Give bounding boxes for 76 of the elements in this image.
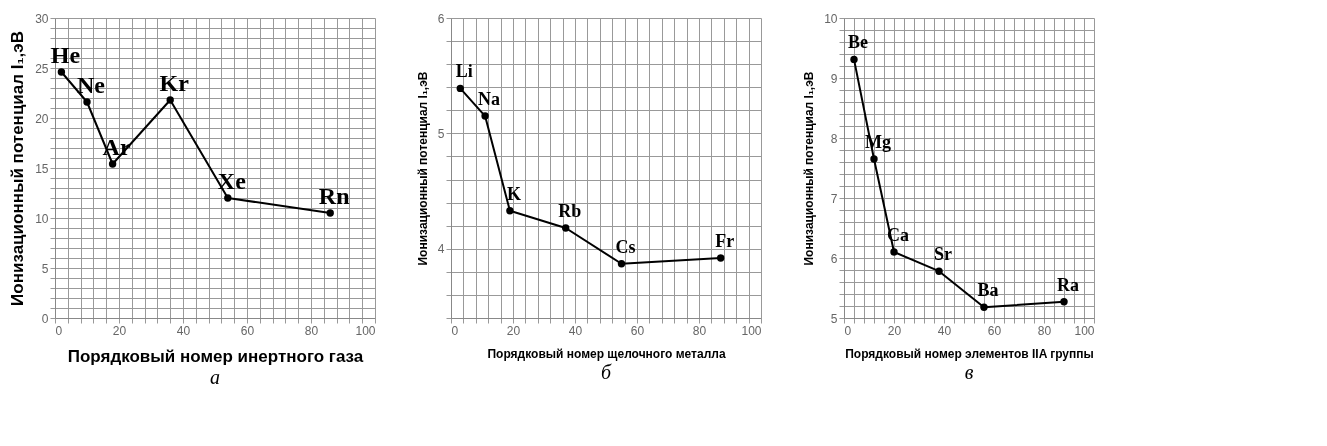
x-tick-label: 0 bbox=[55, 323, 63, 338]
point bbox=[456, 84, 465, 93]
x-tick-label: 60 bbox=[630, 323, 645, 338]
text: б bbox=[600, 361, 612, 383]
x-tick-label: 40 bbox=[568, 323, 583, 338]
point bbox=[850, 55, 858, 64]
point bbox=[980, 303, 988, 311]
y-tick-label: 8 bbox=[830, 131, 838, 146]
x-tick-label: 0 bbox=[451, 323, 459, 338]
annotation: Fr bbox=[715, 231, 735, 251]
x-axis-title: Порядковый номер элементов IIA группы bbox=[845, 346, 1094, 361]
annotation: Be bbox=[848, 32, 869, 53]
y-tick-label: 4 bbox=[437, 242, 445, 257]
x-tick-label: 60 bbox=[987, 323, 1002, 338]
x-tick-label: 20 bbox=[887, 323, 902, 338]
y-tick-label: 10 bbox=[35, 211, 49, 226]
annotation: Ba bbox=[977, 280, 999, 301]
annotation: K bbox=[506, 183, 521, 204]
x-tick-label: 40 bbox=[176, 323, 191, 338]
x-tick-label: 60 bbox=[240, 323, 255, 338]
x-tick-label: 20 bbox=[506, 323, 521, 338]
y-tick-label: 6 bbox=[830, 251, 838, 266]
y-tick-label: 10 bbox=[824, 11, 838, 26]
annotation: Xe bbox=[217, 168, 247, 194]
y-tick-label: 20 bbox=[35, 111, 49, 126]
y-tick-label: 9 bbox=[830, 71, 838, 86]
y-tick-label: 7 bbox=[830, 191, 838, 206]
point bbox=[57, 68, 66, 76]
point bbox=[481, 112, 489, 120]
point bbox=[935, 267, 943, 275]
x-tick-label: 20 bbox=[112, 323, 127, 338]
x-tick-label: 100 bbox=[741, 323, 762, 338]
x-tick-label: 80 bbox=[1037, 323, 1052, 338]
point bbox=[716, 254, 725, 262]
x-tick-label: 80 bbox=[304, 323, 319, 338]
y-tick-label: 30 bbox=[35, 11, 49, 26]
point bbox=[108, 160, 117, 168]
x-tick-label: 40 bbox=[937, 323, 952, 338]
y-tick-label: 5 bbox=[830, 311, 838, 326]
annotation: Rb bbox=[558, 201, 582, 221]
point bbox=[617, 260, 626, 268]
x-axis-title: Порядковый номер инертного газа bbox=[67, 346, 364, 366]
annotation: He bbox=[50, 42, 81, 68]
annotation: Cs bbox=[615, 236, 636, 257]
annotation: Na bbox=[478, 89, 501, 110]
x-tick-label: 80 bbox=[692, 323, 707, 338]
x-tick-label: 100 bbox=[1074, 323, 1095, 338]
y-tick-label: 6 bbox=[437, 11, 445, 26]
annotation: Kr bbox=[159, 70, 190, 96]
point bbox=[326, 209, 334, 217]
y-tick-label: 5 bbox=[437, 126, 445, 141]
annotation: Li bbox=[455, 61, 473, 82]
y-tick-label: 0 bbox=[41, 311, 49, 326]
point bbox=[1060, 298, 1068, 306]
y-tick-label: 5 bbox=[41, 261, 49, 276]
x-tick-label: 100 bbox=[355, 323, 376, 338]
x-tick-label: 0 bbox=[844, 323, 852, 338]
text: а bbox=[210, 366, 220, 388]
point bbox=[83, 98, 91, 106]
y-axis-title: Ионизационный потенциал I₁,эВ bbox=[415, 71, 430, 266]
point bbox=[506, 206, 514, 215]
y-axis-title: Ионизационный потенциал I₁,эВ bbox=[802, 71, 817, 266]
point bbox=[561, 224, 570, 232]
annotation: Rn bbox=[318, 183, 350, 209]
point bbox=[166, 96, 174, 104]
y-tick-label: 15 bbox=[35, 161, 49, 176]
text: в bbox=[964, 361, 974, 383]
point bbox=[870, 155, 878, 163]
annotation: Ne bbox=[77, 72, 106, 98]
y-tick-label: 25 bbox=[35, 61, 49, 76]
point bbox=[890, 248, 898, 256]
point bbox=[224, 194, 232, 202]
x-axis-title: Порядковый номер щелочного металла bbox=[487, 346, 726, 361]
annotation: Sr bbox=[934, 244, 953, 265]
annotation: Ra bbox=[1057, 274, 1079, 295]
y-axis-title: Ионизационный потенциал I₁,эВ bbox=[8, 31, 28, 306]
